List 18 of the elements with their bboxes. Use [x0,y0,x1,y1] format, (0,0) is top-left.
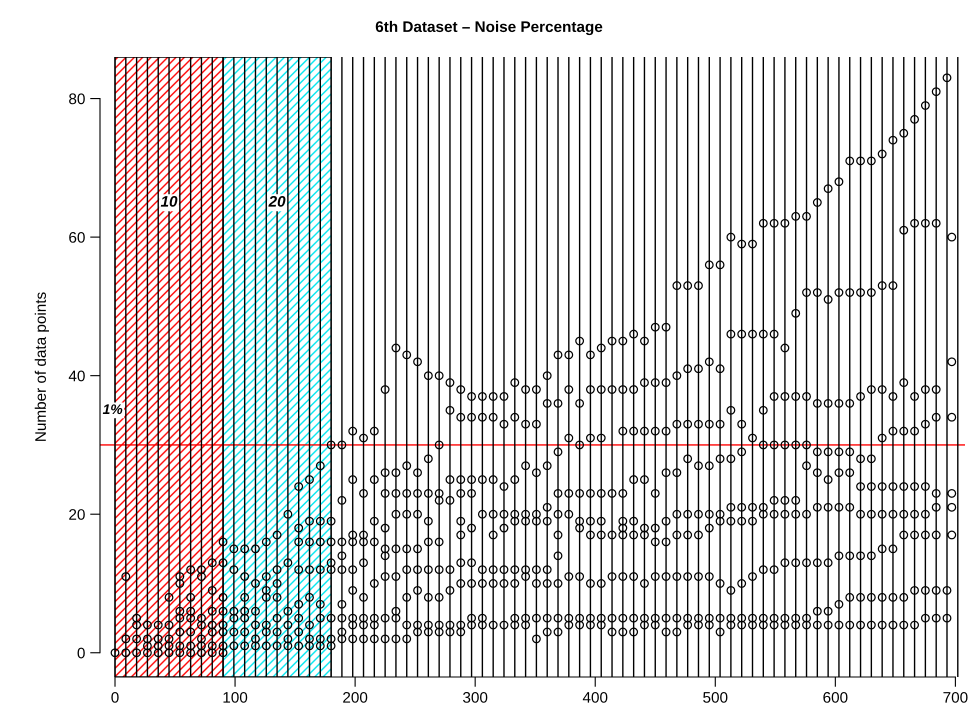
band-label: 20 [268,196,286,207]
x-tick-label: 300 [463,692,488,703]
y-tick-label: 0 [78,648,85,658]
x-tick-label: 200 [343,692,368,703]
annotation: 1% [102,404,122,414]
y-tick-label: 40 [68,370,85,382]
x-tick-label: 0 [111,692,119,703]
x-tick-label: 700 [943,692,968,703]
y-axis-title: Number of data points [34,292,49,441]
x-tick-label: 500 [703,692,728,703]
y-tick-label: 20 [69,509,85,520]
x-tick-label: 600 [823,692,848,703]
y-tick-label: 80 [69,93,85,104]
band-label: 10 [160,196,178,207]
x-tick-label: 400 [582,692,608,703]
chart-title: 6th Dataset – Noise Percentage [376,20,602,36]
y-tick-label: 60 [69,232,85,243]
x-tick-label: 100 [223,692,248,703]
